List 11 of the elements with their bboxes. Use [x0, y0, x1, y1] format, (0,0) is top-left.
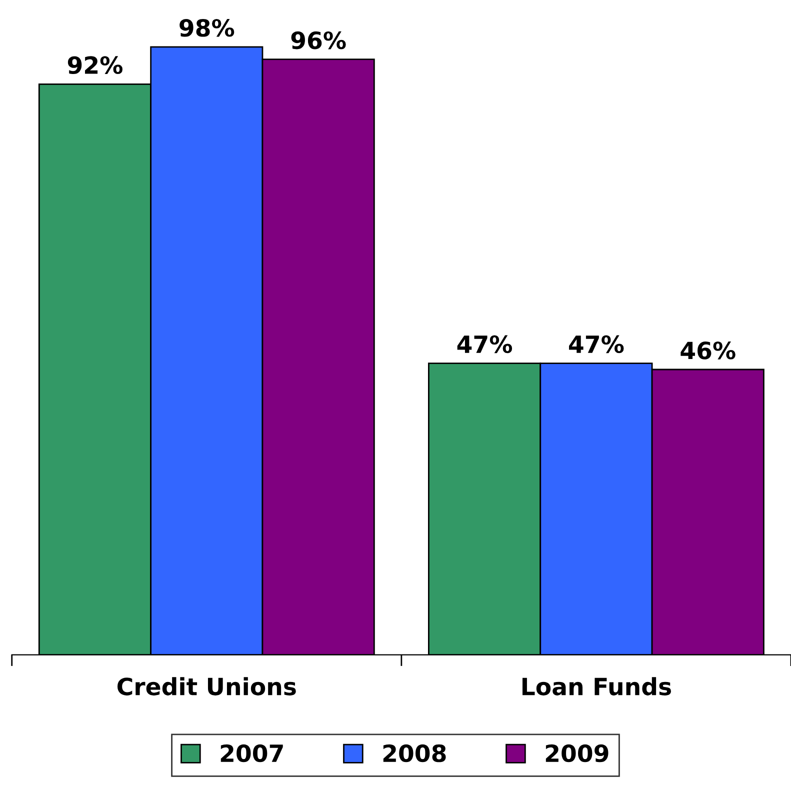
data-label: 46%: [680, 342, 736, 360]
x-tick-label: Credit Unions: [118, 677, 296, 696]
data-label: 96%: [291, 31, 346, 50]
legend-label: 2008: [383, 744, 446, 762]
legend-label: 2007: [220, 744, 283, 762]
data-label: 92%: [68, 56, 122, 74]
data-label: 98%: [180, 18, 234, 37]
x-tick-label: Loan Funds: [522, 677, 671, 696]
legend-label: 2009: [546, 744, 608, 762]
data-label: 47%: [569, 335, 624, 354]
data-label: 47%: [457, 335, 512, 354]
